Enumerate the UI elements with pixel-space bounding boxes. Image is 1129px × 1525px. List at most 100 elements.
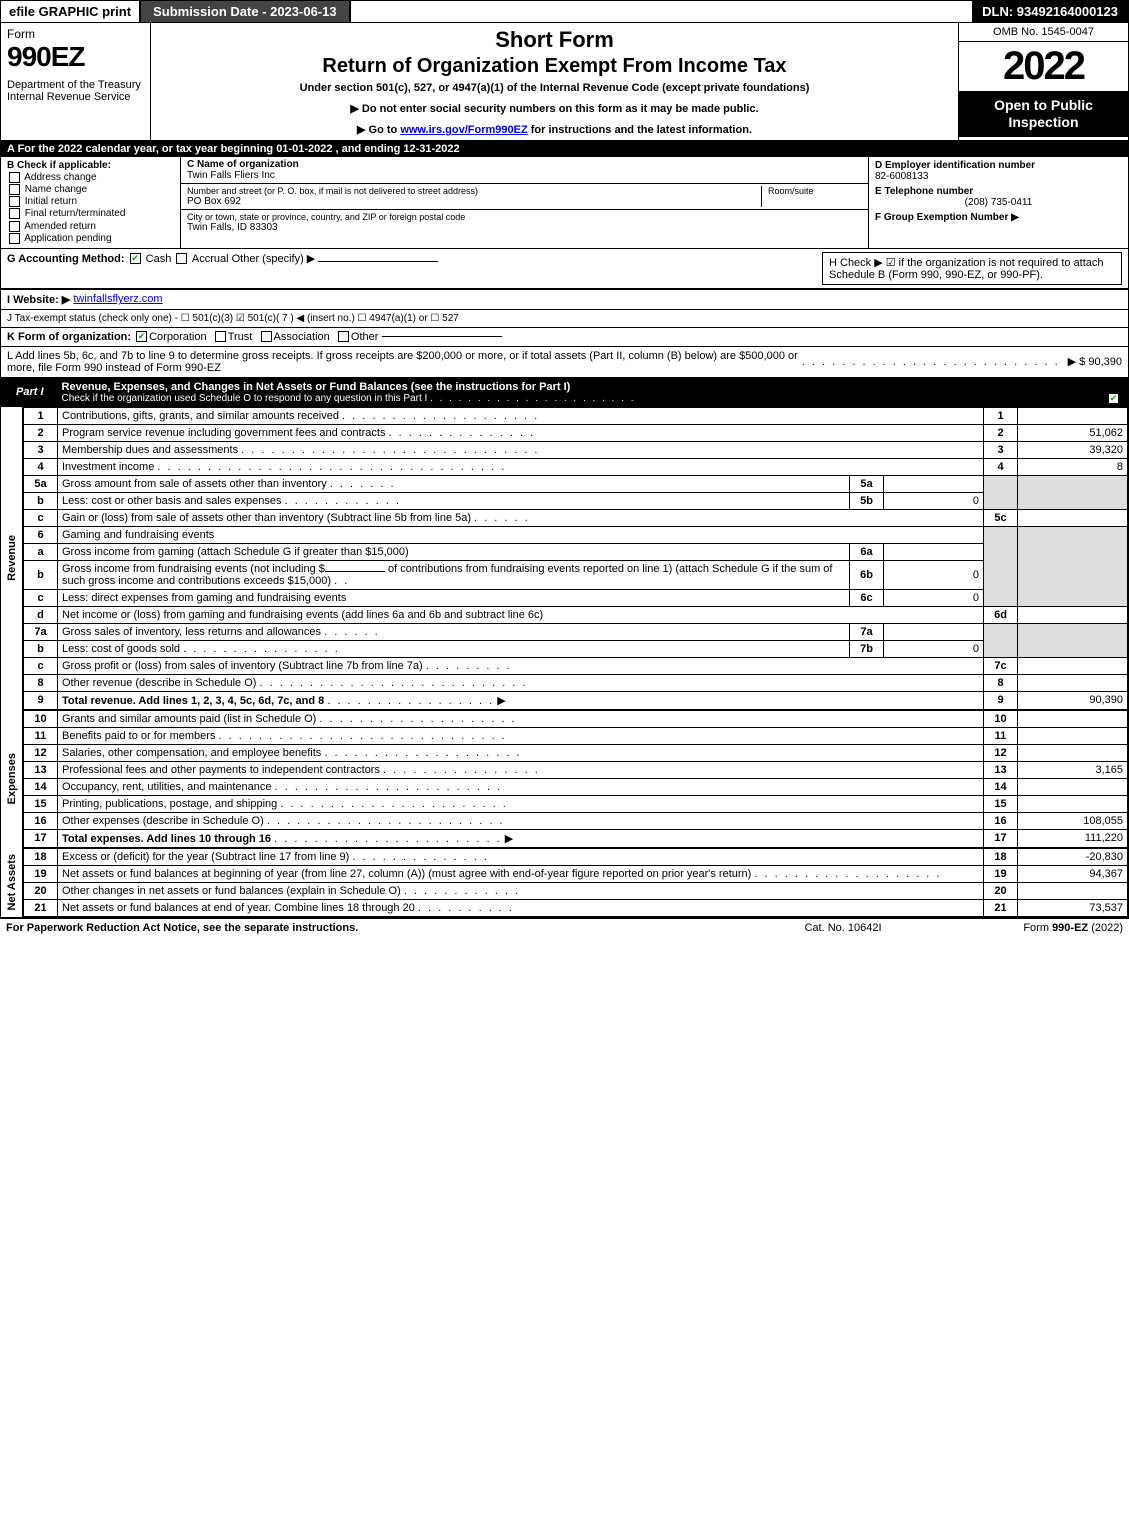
efile-print-label[interactable]: efile GRAPHIC print — [1, 1, 139, 22]
public-inspection-badge: Open to Public Inspection — [959, 91, 1128, 137]
part-1-check-note: Check if the organization used Schedule … — [62, 393, 1121, 404]
part-1-title: Revenue, Expenses, and Changes in Net As… — [62, 381, 1121, 404]
dln-number: DLN: 93492164000123 — [972, 1, 1128, 22]
form-subtitle: Under section 501(c), 527, or 4947(a)(1)… — [161, 82, 948, 94]
c-city-row: City or town, state or province, country… — [181, 210, 868, 235]
org-name: Twin Falls Fliers Inc — [187, 170, 862, 181]
chk-accrual[interactable] — [176, 253, 187, 264]
c-city-label: City or town, state or province, country… — [187, 212, 862, 222]
chk-initial-return[interactable]: Initial return — [7, 196, 174, 207]
line-12: 12Salaries, other compensation, and empl… — [24, 744, 1128, 761]
c-name-label: C Name of organization — [187, 159, 862, 170]
d-label: D Employer identification number — [875, 160, 1122, 171]
row-l: L Add lines 5b, 6c, and 7b to line 9 to … — [0, 346, 1129, 378]
chk-address-change[interactable]: Address change — [7, 172, 174, 183]
irs-link[interactable]: www.irs.gov/Form990EZ — [400, 124, 527, 136]
expenses-table: 10Grants and similar amounts paid (list … — [23, 710, 1128, 848]
section-b: B Check if applicable: Address change Na… — [1, 157, 181, 248]
chk-name-change[interactable]: Name change — [7, 184, 174, 195]
line-7b: bLess: cost of goods sold . . . . . . . … — [24, 640, 1128, 657]
netassets-side-label: Net Assets — [1, 848, 23, 917]
org-city: Twin Falls, ID 83303 — [187, 222, 862, 233]
part-1-label: Part I — [8, 385, 52, 399]
line-5c: cGain or (loss) from sale of assets othe… — [24, 509, 1128, 526]
ssn-warning: ▶ Do not enter social security numbers o… — [161, 102, 948, 115]
line-3: 3Membership dues and assessments . . . .… — [24, 441, 1128, 458]
chk-amended-return[interactable]: Amended return — [7, 221, 174, 232]
chk-other-org[interactable] — [338, 331, 349, 342]
expenses-side-label: Expenses — [1, 710, 23, 848]
form-header: Form 990EZ Department of the Treasury In… — [0, 23, 1129, 141]
section-c: C Name of organization Twin Falls Fliers… — [181, 157, 868, 248]
chk-corporation[interactable] — [136, 331, 147, 342]
header-right: OMB No. 1545-0047 2022 Open to Public In… — [958, 23, 1128, 140]
ein-value: 82-6008133 — [875, 171, 1122, 182]
revenue-side-label: Revenue — [1, 407, 23, 710]
omb-number: OMB No. 1545-0047 — [959, 23, 1128, 42]
i-label: I Website: ▶ — [7, 293, 70, 306]
line-19: 19Net assets or fund balances at beginni… — [24, 865, 1128, 882]
netassets-table: 18Excess or (deficit) for the year (Subt… — [23, 848, 1128, 917]
footer-left: For Paperwork Reduction Act Notice, see … — [6, 922, 743, 934]
footer-right: Form 990-EZ (2022) — [943, 922, 1123, 934]
l-text: L Add lines 5b, 6c, and 7b to line 9 to … — [7, 350, 802, 374]
line-7c: cGross profit or (loss) from sales of in… — [24, 657, 1128, 674]
phone-value: (208) 735-0411 — [875, 197, 1122, 208]
chk-trust[interactable] — [215, 331, 226, 342]
line-5a: 5aGross amount from sale of assets other… — [24, 475, 1128, 492]
c-name-row: C Name of organization Twin Falls Fliers… — [181, 157, 868, 184]
line-17: 17Total expenses. Add lines 10 through 1… — [24, 829, 1128, 847]
row-a-tax-year: A For the 2022 calendar year, or tax yea… — [0, 141, 1129, 157]
row-i: I Website: ▶ twinfallsflyerz.com — [0, 289, 1129, 309]
line-21: 21Net assets or fund balances at end of … — [24, 899, 1128, 916]
g-accounting: G Accounting Method: Cash Accrual Other … — [7, 252, 812, 285]
revenue-table: 1Contributions, gifts, grants, and simil… — [23, 407, 1128, 710]
c-addr-row: Number and street (or P. O. box, if mail… — [181, 184, 868, 210]
short-form-title: Short Form — [161, 27, 948, 53]
chk-cash[interactable] — [130, 253, 141, 264]
header-left: Form 990EZ Department of the Treasury In… — [1, 23, 151, 140]
line-13: 13Professional fees and other payments t… — [24, 761, 1128, 778]
row-g-h: G Accounting Method: Cash Accrual Other … — [0, 249, 1129, 289]
header-center: Short Form Return of Organization Exempt… — [151, 23, 958, 140]
h-schedule-b: H Check ▶ ☑ if the organization is not r… — [822, 252, 1122, 285]
line-6b: bGross income from fundraising events (n… — [24, 560, 1128, 589]
top-bar: efile GRAPHIC print Submission Date - 20… — [0, 0, 1129, 23]
e-label: E Telephone number — [875, 186, 1122, 197]
form-word: Form — [7, 27, 144, 41]
org-address: PO Box 692 — [187, 196, 755, 207]
goto-note: ▶ Go to www.irs.gov/Form990EZ for instru… — [161, 123, 948, 136]
g-label: G Accounting Method: — [7, 253, 125, 265]
netassets-section: Net Assets 18Excess or (deficit) for the… — [0, 848, 1129, 918]
chk-final-return[interactable]: Final return/terminated — [7, 208, 174, 219]
department-label: Department of the Treasury Internal Reve… — [7, 79, 144, 103]
line-8: 8Other revenue (describe in Schedule O) … — [24, 674, 1128, 691]
goto-pre: ▶ Go to — [357, 124, 400, 136]
6b-blank[interactable] — [325, 571, 385, 572]
chk-association[interactable] — [261, 331, 272, 342]
other-specify-blank[interactable] — [318, 261, 438, 262]
line-18: 18Excess or (deficit) for the year (Subt… — [24, 848, 1128, 865]
footer-center: Cat. No. 10642I — [743, 922, 943, 934]
line-14: 14Occupancy, rent, utilities, and mainte… — [24, 778, 1128, 795]
page-footer: For Paperwork Reduction Act Notice, see … — [0, 918, 1129, 937]
website-link[interactable]: twinfallsflyerz.com — [73, 293, 162, 305]
line-1: 1Contributions, gifts, grants, and simil… — [24, 407, 1128, 424]
line-5b: bLess: cost or other basis and sales exp… — [24, 492, 1128, 509]
tax-year: 2022 — [959, 42, 1128, 91]
b-label: B Check if applicable: — [7, 160, 111, 171]
chk-schedule-o-part1[interactable] — [1108, 393, 1119, 404]
line-9: 9Total revenue. Add lines 1, 2, 3, 4, 5c… — [24, 691, 1128, 709]
room-suite-label: Room/suite — [768, 186, 862, 196]
line-10: 10Grants and similar amounts paid (list … — [24, 710, 1128, 727]
part-1-header: Part I Revenue, Expenses, and Changes in… — [0, 378, 1129, 407]
k-label: K Form of organization: — [7, 331, 131, 343]
row-j: J Tax-exempt status (check only one) - ☐… — [0, 309, 1129, 327]
other-org-blank[interactable] — [382, 336, 502, 337]
chk-application-pending[interactable]: Application pending — [7, 233, 174, 244]
form-title: Return of Organization Exempt From Incom… — [161, 55, 948, 78]
revenue-section: Revenue 1Contributions, gifts, grants, a… — [0, 407, 1129, 710]
row-k: K Form of organization: Corporation Trus… — [0, 327, 1129, 346]
line-6: 6Gaming and fundraising events — [24, 526, 1128, 543]
line-15: 15Printing, publications, postage, and s… — [24, 795, 1128, 812]
